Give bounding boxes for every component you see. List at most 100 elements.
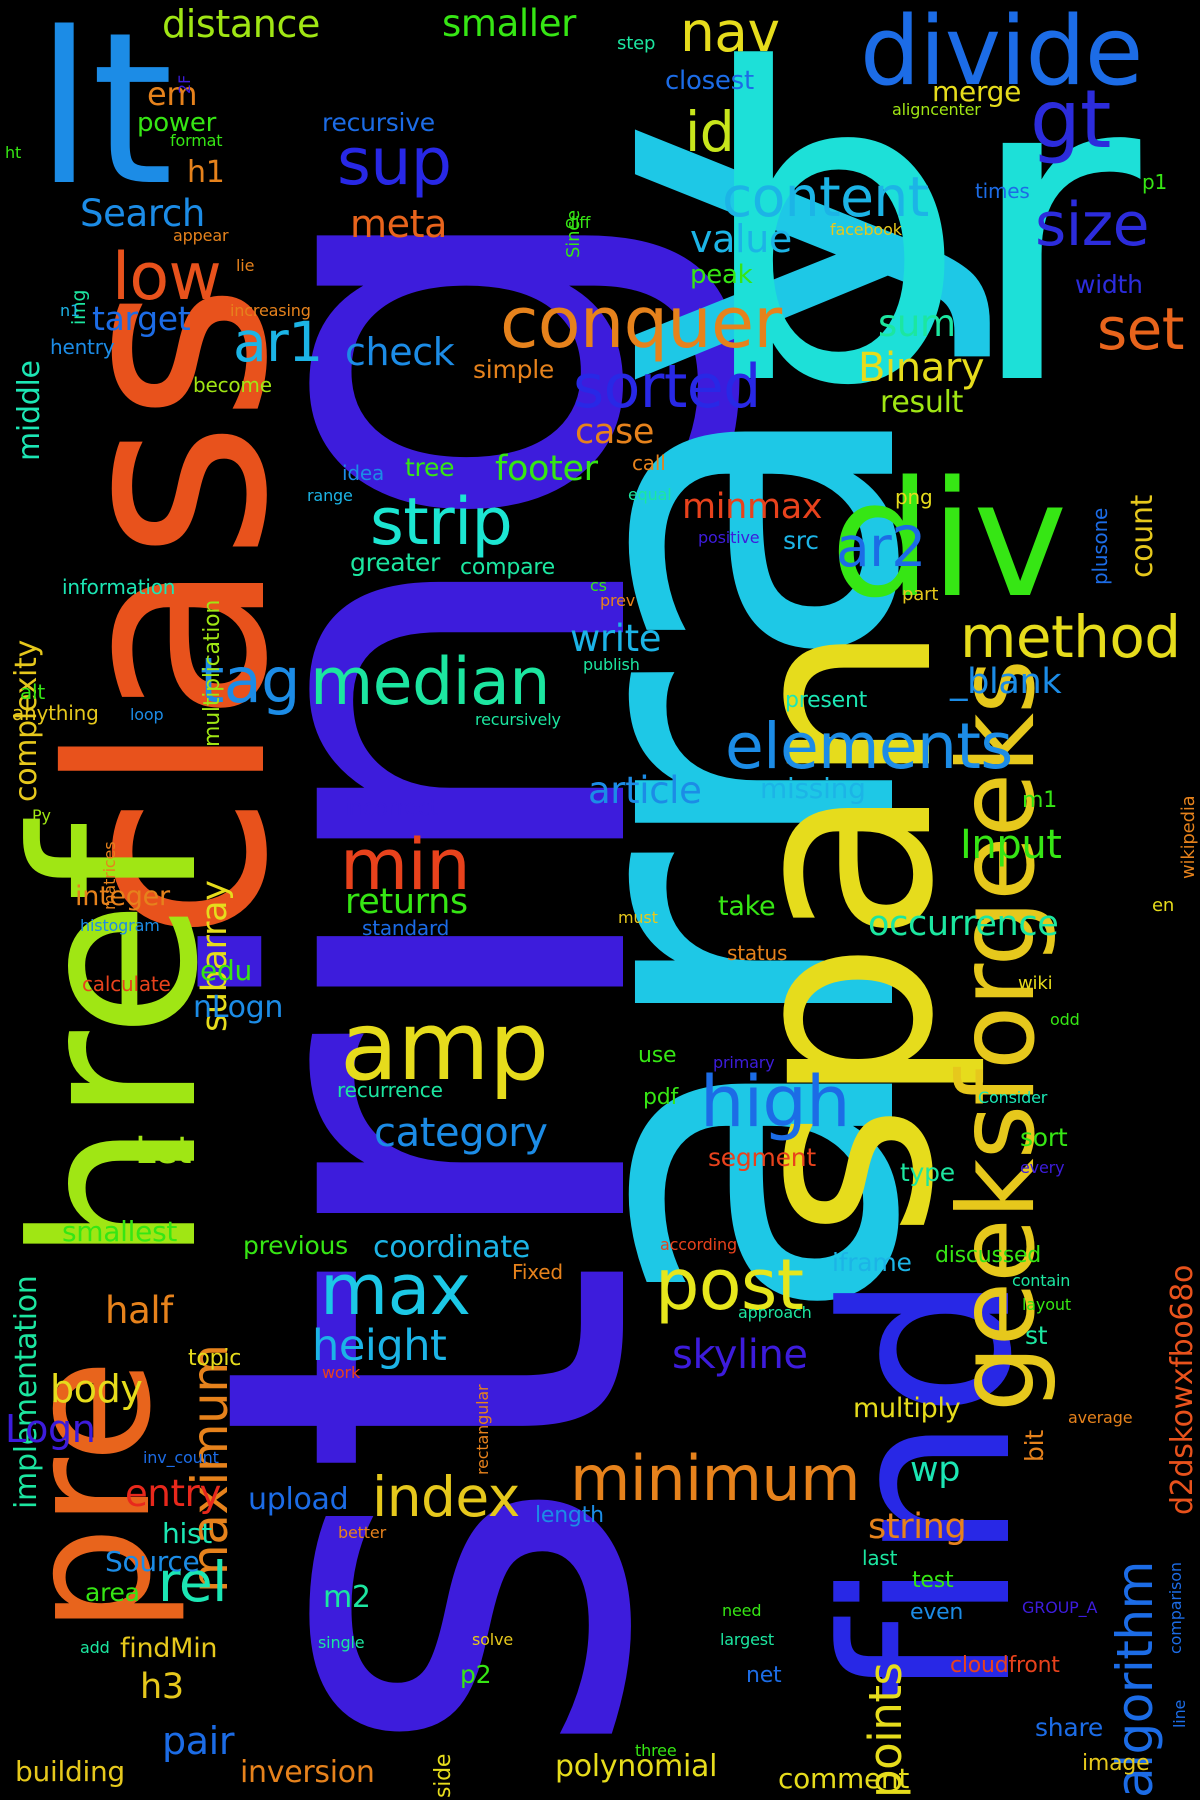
word-even-185: even: [910, 1600, 964, 1625]
word-logn-77: Logn: [5, 1407, 96, 1451]
word-recurrence-125: recurrence: [337, 1078, 443, 1102]
word-consider-159: Consider: [978, 1088, 1048, 1107]
word-net-190: net: [746, 1663, 782, 1688]
word-greater-114: greater: [350, 548, 441, 577]
word-iframe-167: iframe: [832, 1248, 912, 1277]
word-step-127: step: [617, 33, 656, 54]
word-m1-149: m1: [1022, 788, 1057, 813]
word-better-180: better: [338, 1523, 387, 1542]
word-plusone-138: plusone: [1088, 507, 1112, 585]
word-h3-78: h3: [140, 1667, 184, 1707]
word-cs-144: cs: [590, 576, 607, 595]
word-sort-162: sort: [1020, 1123, 1068, 1152]
word-increasing-107: increasing: [230, 301, 311, 320]
word-minimum-17: minimum: [570, 1442, 861, 1515]
word-half-84: half: [105, 1289, 173, 1332]
word-body-76: body: [50, 1367, 143, 1411]
word-last-183: last: [862, 1546, 898, 1570]
word-bit-176: bit: [1020, 1430, 1049, 1462]
word-prev-145: prev: [600, 591, 636, 610]
word-sorted-20: sorted: [573, 352, 761, 422]
word-compare-115: compare: [460, 555, 555, 580]
word-tree-112: tree: [405, 453, 455, 482]
word-let-89: Let: [135, 1129, 192, 1172]
word-largest-188: largest: [720, 1630, 775, 1649]
word-write-51: write: [570, 617, 662, 660]
word-smallest-88: smallest: [62, 1215, 178, 1248]
word-gt-11: gt: [1030, 73, 1111, 166]
word-post-24: post: [655, 1244, 804, 1326]
word-method-21: method: [960, 603, 1181, 671]
word-h1-101: h1: [187, 155, 225, 190]
word-three-196: three: [635, 1741, 677, 1760]
word-layout-170: layout: [1022, 1295, 1071, 1314]
word-simple-109: simple: [473, 355, 555, 384]
word-lt-6: lt: [35, 0, 174, 232]
word-p1-134: p1: [1142, 170, 1168, 194]
word-length-179: length: [535, 1503, 604, 1528]
word-type-164: type: [900, 1158, 955, 1187]
word-contain-169: contain: [1012, 1271, 1071, 1290]
word-minmax-52: minmax: [682, 487, 823, 527]
word-present-148: present: [785, 688, 868, 713]
word-pdf-160: pdf: [643, 1085, 679, 1110]
word-coordinate-86: coordinate: [373, 1230, 531, 1265]
word-amp-13: amp: [340, 992, 549, 1102]
word-power-99: power: [137, 108, 217, 138]
word-test-184: test: [912, 1568, 954, 1593]
word-peak-137: peak: [690, 260, 753, 290]
word-fixed-166: Fixed: [512, 1260, 563, 1284]
word-positive-142: positive: [698, 528, 760, 547]
word-implementation-43: implementation: [9, 1275, 44, 1509]
word-findmin-80: findMin: [120, 1633, 218, 1664]
word-group-a-186: GROUP_A: [1022, 1598, 1098, 1617]
word-primary-158: primary: [713, 1053, 775, 1072]
word-share-197: share: [1035, 1713, 1104, 1742]
word-ar1-27: ar1: [233, 310, 323, 374]
word-input-48: Input: [960, 822, 1062, 868]
word-discussed-168: discussed: [935, 1243, 1042, 1268]
word-value-62: value: [690, 217, 792, 261]
word-anything-118: anything: [12, 701, 99, 725]
word-case-61: case: [575, 412, 655, 452]
word-blank-66: _blank: [950, 662, 1062, 702]
word-approach-171: approach: [738, 1303, 812, 1322]
word-comparison-182: comparison: [1166, 1562, 1185, 1654]
word-conquer-14: conquer: [500, 282, 782, 364]
word-add-194: add: [80, 1638, 110, 1657]
word-content-31: content: [722, 165, 929, 229]
word-width-136: width: [1075, 270, 1143, 299]
word-high-25: high: [700, 1061, 851, 1143]
word-en-154: en: [1152, 895, 1175, 916]
word-segment-161: segment: [708, 1143, 816, 1172]
word-target-58: target: [92, 299, 191, 338]
word-lie-106: lie: [236, 256, 255, 275]
word-n1-98: n1: [60, 301, 81, 320]
word-wp-178: wp: [910, 1450, 961, 1490]
word-need-187: need: [722, 1601, 762, 1620]
word-edu-91: edu: [200, 954, 252, 987]
word-entry-68: entry: [125, 1472, 221, 1515]
word-ar2-28: ar2: [836, 515, 926, 579]
word-multiplication-110: multiplication: [200, 599, 225, 747]
word-facebook-135: facebook: [830, 220, 902, 239]
word-image-198: image: [1082, 1751, 1150, 1776]
word-inv-count-181: inv_count: [143, 1448, 219, 1467]
word-comment-74: comment: [778, 1762, 910, 1795]
word-hentry-97: hentry: [50, 335, 115, 359]
word-wikipedia-150: wikipedia: [1178, 795, 1199, 880]
word-id-35: id: [685, 100, 735, 164]
word-nlogn-90: nLogn: [193, 990, 284, 1025]
word-matrices-122: matrices: [100, 841, 119, 910]
word-string-70: string: [868, 1507, 967, 1547]
word-wiki-155: wiki: [1018, 973, 1053, 994]
word-skyline-41: skyline: [672, 1332, 808, 1378]
word-closest-128: closest: [665, 66, 754, 96]
word-index-26: index: [372, 1465, 520, 1529]
word-single-191: single: [318, 1633, 365, 1652]
word-count-65: count: [1125, 494, 1160, 578]
word-format-100: format: [170, 131, 223, 150]
word-nav-32: nav: [680, 0, 780, 64]
word-pair-71: pair: [162, 1719, 235, 1763]
word-binary-47: Binary: [858, 345, 985, 391]
